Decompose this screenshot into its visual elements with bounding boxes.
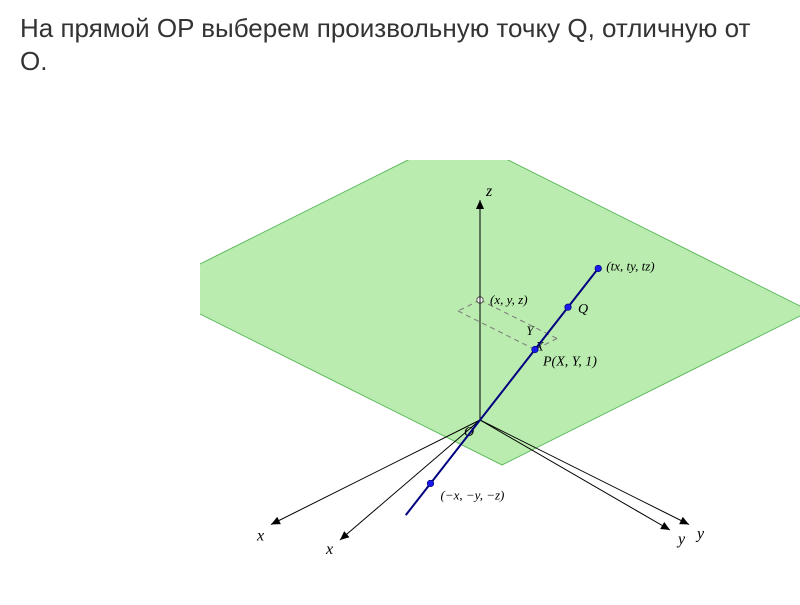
- svg-text:(x, y, z): (x, y, z): [490, 292, 528, 307]
- svg-text:y: y: [695, 526, 705, 543]
- title-text: На прямой OP выберем произвольную точку …: [20, 12, 760, 77]
- svg-text:Q: Q: [578, 302, 588, 317]
- svg-text:z: z: [485, 183, 493, 200]
- svg-text:x: x: [325, 541, 333, 558]
- projective-diagram: YXxyzxyO(x, y, z)P(X, Y, 1)Q(tx, ty, tz)…: [200, 160, 800, 600]
- diagram-svg: YXxyzxyO(x, y, z)P(X, Y, 1)Q(tx, ty, tz)…: [200, 160, 800, 600]
- svg-text:x: x: [256, 528, 264, 545]
- svg-text:(tx, ty, tz): (tx, ty, tz): [606, 258, 654, 273]
- svg-text:P(X, Y, 1): P(X, Y, 1): [542, 355, 597, 370]
- svg-text:(−x, −y, −z): (−x, −y, −z): [441, 487, 505, 502]
- svg-text:y: y: [676, 531, 686, 548]
